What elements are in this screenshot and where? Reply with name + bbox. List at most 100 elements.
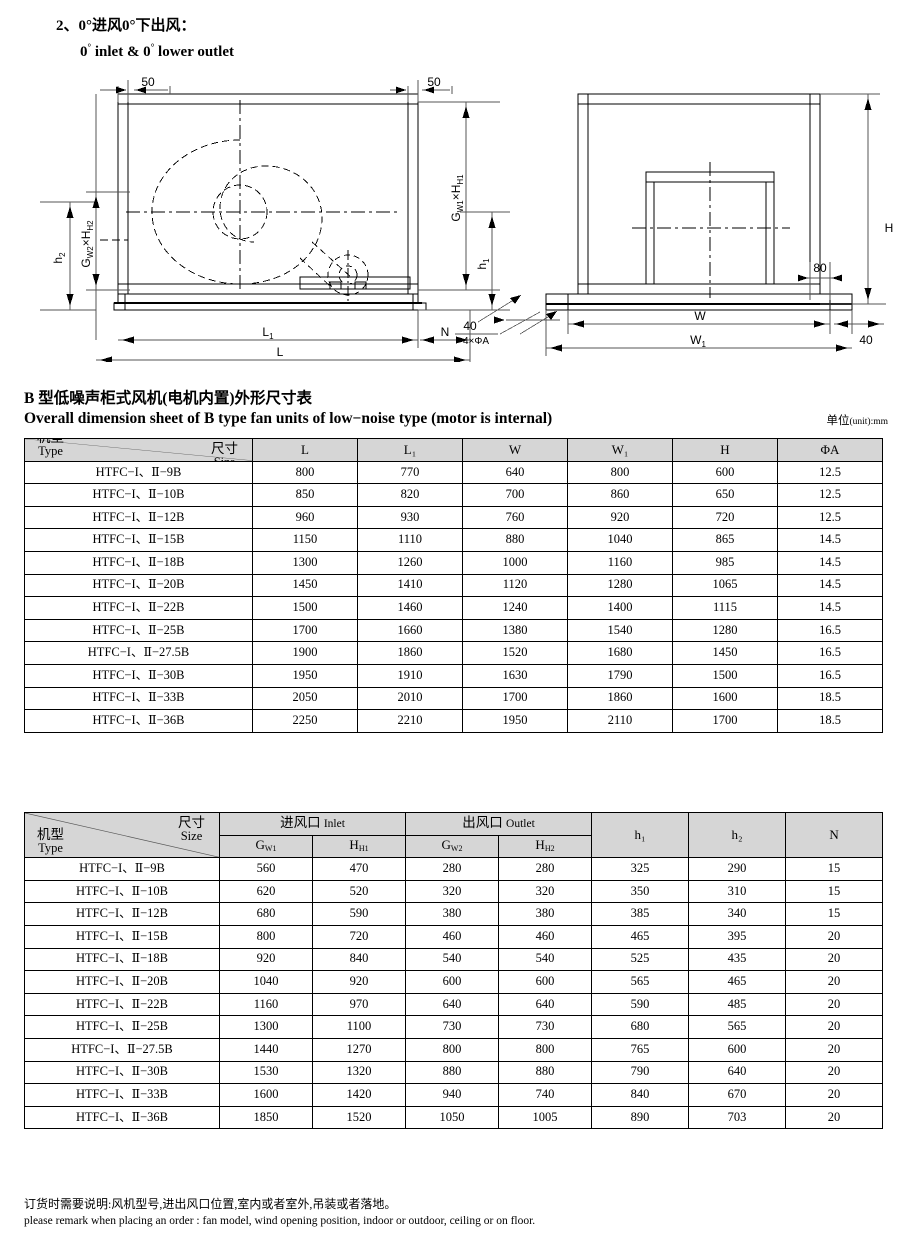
section-heading-cn-text: 2、0°进风0°下出风： (56, 18, 196, 34)
cell-N: 15 (785, 879, 884, 904)
table2-size-en: Size (180, 829, 203, 844)
cell-HH1: 970 (311, 992, 407, 1017)
motor-foot-left (329, 281, 342, 290)
cell-h2: 600 (688, 1037, 787, 1062)
label-h2: h2 (51, 252, 67, 264)
cell-h1: 465 (591, 924, 690, 949)
table1-corner-cell: 尺寸 Size 机型 Type (24, 438, 253, 462)
cell-PhiA: 16.5 (777, 618, 883, 643)
table-row: HTFC−I、Ⅱ−9B 800 770 640 800 600 12.5 (24, 460, 883, 485)
table-row: HTFC−I、Ⅱ−18B 1300 1260 1000 1160 985 14.5 (24, 550, 883, 575)
cell-h2: 290 (688, 857, 787, 881)
cell-L: 2050 (252, 686, 358, 711)
cell-GW2: 380 (405, 902, 500, 926)
cell-PhiA: 12.5 (777, 483, 883, 507)
cell-N: 20 (785, 1060, 884, 1085)
dim-lines-side (40, 80, 471, 362)
table1-type-cn: 机型 (37, 439, 64, 445)
cell-W1: 2110 (567, 709, 673, 733)
label-L1: L1 (262, 325, 274, 341)
cell-h1: 840 (591, 1083, 690, 1107)
table1-col-PhiA: ΦA (777, 438, 883, 462)
unit-note: 单位(unit):mm (826, 412, 888, 428)
table2-col-h2: h₂ (688, 811, 787, 859)
cell-model: HTFC−I、Ⅱ−18B (24, 550, 253, 575)
cell-GW2: 600 (405, 970, 500, 994)
cell-L1: 2210 (357, 709, 463, 733)
cell-HH1: 1420 (311, 1083, 407, 1107)
cell-H: 1700 (672, 709, 778, 733)
cell-model: HTFC−I、Ⅱ−15B (24, 528, 253, 552)
cell-GW2: 320 (405, 879, 500, 904)
centre-lines-side (126, 100, 400, 290)
table-row: HTFC−I、Ⅱ−9B 560 470 280 280 325 290 15 (24, 857, 884, 881)
table-row: HTFC−I、Ⅱ−10B 620 520 320 320 350 310 15 (24, 879, 884, 904)
cell-HH1: 1270 (311, 1037, 407, 1062)
cell-GW1: 1440 (219, 1037, 313, 1062)
table2-col-HH1: HH1 (311, 834, 407, 859)
cabinet-outline-side (117, 93, 419, 295)
table1-col-W1: W₁ (567, 438, 673, 462)
section-heading-cn: 2、0°进风0°下出风： (56, 14, 196, 35)
cell-H: 1500 (672, 663, 778, 688)
degree-symbol-1: ° (87, 42, 92, 52)
cell-L1: 1860 (357, 641, 463, 665)
cell-W1: 1540 (567, 618, 673, 643)
label-50-right: 50 (427, 75, 441, 89)
cell-N: 20 (785, 970, 884, 994)
cell-h1: 890 (591, 1105, 690, 1130)
cell-h1: 325 (591, 857, 690, 881)
cell-PhiA: 14.5 (777, 573, 883, 598)
cell-GW1: 1160 (219, 992, 313, 1017)
cell-HH2: 460 (498, 924, 593, 949)
centre-lines-front (632, 162, 790, 298)
cell-W: 640 (462, 460, 568, 485)
cell-L: 800 (252, 460, 358, 485)
dimension-table-2: 尺寸 Size 机型 Type 进风口 Inlet 出风口 Outlet h (24, 811, 884, 1130)
table1-size-label: 尺寸 Size (211, 441, 238, 460)
cell-HH2: 600 (498, 970, 593, 994)
table-row: HTFC−I、Ⅱ−10B 850 820 700 860 650 12.5 (24, 483, 883, 507)
drawing-labels: 50 50 H W W1 80 40 L1 L N 40 4×ΦA (141, 75, 893, 359)
cell-N: 20 (785, 924, 884, 949)
base-frame-side (117, 293, 419, 304)
cell-HH1: 520 (311, 879, 407, 904)
table2-body: HTFC−I、Ⅱ−9B 560 470 280 280 325 290 15 HTFC−I、Ⅱ−… (24, 857, 884, 1130)
table2-col-h1: h₁ (591, 811, 690, 859)
dim-arrows-front (546, 98, 880, 352)
cell-W1: 800 (567, 460, 673, 485)
label-gw1-hh1: GW1×HH1 (449, 174, 465, 222)
cell-model: HTFC−I、Ⅱ−36B (24, 1105, 220, 1130)
cell-GW1: 920 (219, 947, 313, 972)
cell-L: 960 (252, 505, 358, 530)
table-row: HTFC−I、Ⅱ−20B 1040 920 600 600 565 465 20 (24, 970, 884, 994)
table2-size-cn: 尺寸 (178, 815, 205, 830)
cell-model: HTFC−I、Ⅱ−36B (24, 709, 253, 733)
cell-h2: 565 (688, 1015, 787, 1039)
cell-model: HTFC−I、Ⅱ−25B (24, 618, 253, 643)
cell-model: HTFC−I、Ⅱ−27.5B (24, 641, 253, 665)
table2-group-inlet: 进风口 Inlet (218, 812, 407, 836)
table-row: HTFC−I、Ⅱ−15B 1150 1110 880 1040 865 14.5 (24, 528, 883, 552)
cell-HH2: 280 (498, 857, 593, 881)
cell-GW2: 540 (405, 947, 500, 972)
cell-L: 1900 (252, 641, 358, 665)
cell-L1: 1910 (357, 663, 463, 688)
cell-GW1: 560 (219, 857, 313, 881)
label-N: N (441, 325, 450, 339)
table1-col-L1: L₁ (357, 438, 463, 462)
cell-W: 880 (462, 528, 568, 552)
cell-model: HTFC−I、Ⅱ−25B (24, 1015, 220, 1039)
cell-L1: 1660 (357, 618, 463, 643)
cell-h2: 703 (688, 1105, 787, 1130)
dim-lines-front (519, 93, 886, 356)
cell-h2: 485 (688, 992, 787, 1017)
cell-h2: 340 (688, 902, 787, 926)
table1-header-row: 尺寸 Size 机型 Type L L₁ W W₁ H ΦA (24, 438, 883, 462)
cell-HH2: 800 (498, 1037, 593, 1062)
fan-scroll-dashed (151, 139, 353, 287)
cell-W1: 920 (567, 505, 673, 530)
label-W: W (694, 309, 706, 323)
cell-W: 1630 (462, 663, 568, 688)
cell-N: 15 (785, 902, 884, 926)
